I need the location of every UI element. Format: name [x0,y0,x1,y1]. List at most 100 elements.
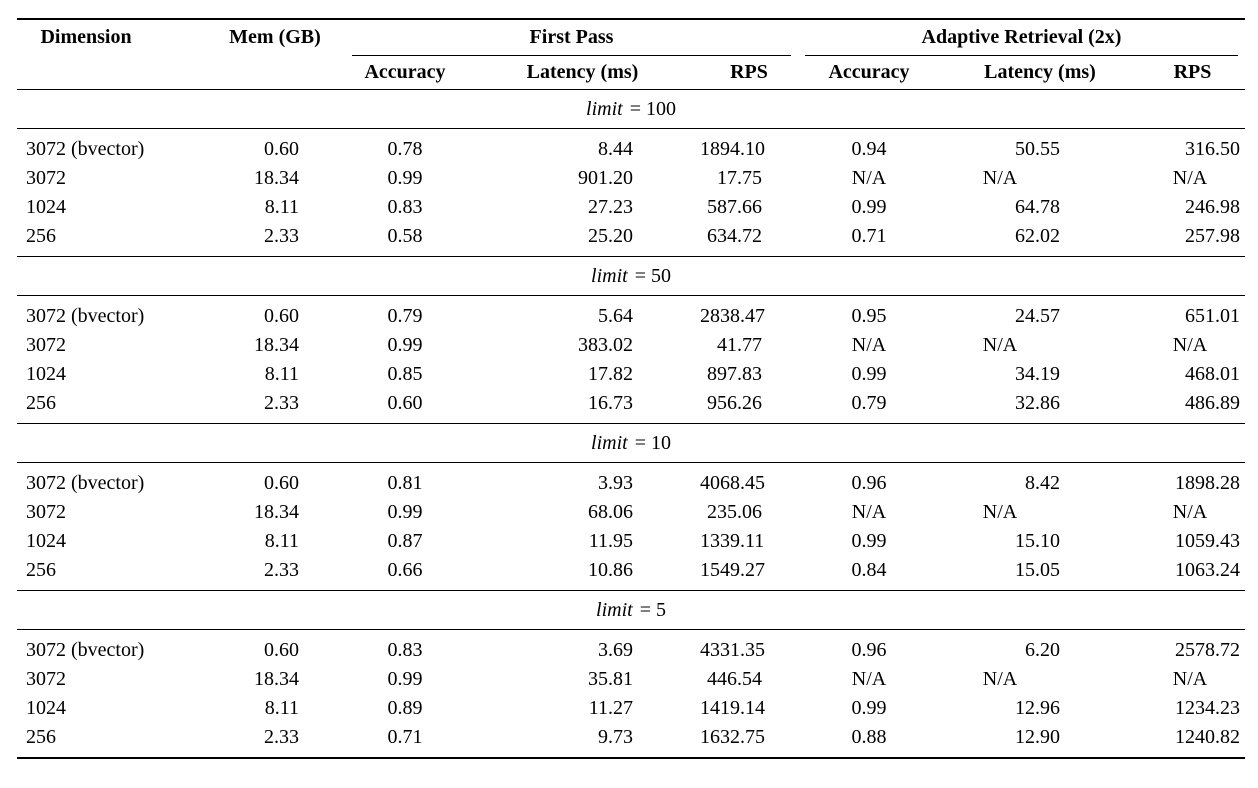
cell-value: 18.34 [254,167,299,189]
results-table: Dimension Mem (GB) First Pass Adaptive R… [17,18,1245,759]
section-limit-value: = 50 [634,264,671,287]
cell-value: N/A [1172,334,1208,356]
cell-value: N/A [851,501,887,523]
cell-value: 34.19 [1015,363,1060,385]
subheader-ar-rps: RPS [1173,61,1212,83]
cell-value: 0.99 [387,668,423,690]
cell-value: 651.01 [1185,305,1240,327]
table-row: 3072 (bvector) 0.60 0.81 3.93 4068.45 0.96 8.4… [17,469,1245,498]
section-limit-word: limit [586,97,623,120]
cell-value: 50.55 [1015,138,1060,160]
cell-value: 62.02 [1015,225,1060,247]
cell-value: 0.81 [387,472,423,494]
table-body: limit = 100 3072 (bvector) 0.60 0.78 8.44 1894… [17,90,1245,759]
cell-value: 1632.75 [700,726,765,748]
cell-value: N/A [851,668,887,690]
cell-value: 0.60 [264,138,299,160]
cell-value: 383.02 [578,334,633,356]
cell-value: 0.60 [264,305,299,327]
cell-value: N/A [982,167,1018,189]
cell-value: 2578.72 [1175,639,1240,661]
cell-value: 9.73 [598,726,633,748]
cell-dimension: 256 [26,392,56,414]
cell-value: 0.95 [851,305,887,327]
table-row: 256 2.33 0.58 25.20 634.72 0.71 62.02 257.98 [17,222,1245,251]
section-limit-100: limit = 100 [17,90,1245,128]
cell-value: 0.84 [851,559,887,581]
cell-dimension: 1024 [26,530,66,552]
subheader-ar-latency: Latency (ms) [984,61,1096,83]
table-row: 256 2.33 0.66 10.86 1549.27 0.84 15.05 1063.24 [17,556,1245,585]
cell-value: 2.33 [264,559,299,581]
cell-value: 0.87 [387,530,423,552]
cell-dimension: 256 [26,726,56,748]
cell-value: 64.78 [1015,196,1060,218]
cell-value: 587.66 [707,196,762,218]
cell-value: 246.98 [1185,196,1240,218]
section-limit-50: limit = 50 [17,257,1245,295]
cell-value: 0.78 [387,138,423,160]
cell-value: 0.99 [851,363,887,385]
cell-value: 15.10 [1015,530,1060,552]
cell-value: 3.69 [598,639,633,661]
cell-value: 1059.43 [1175,530,1240,552]
header-bottom-rule [17,89,1245,90]
cell-value: 634.72 [707,225,762,247]
section-top-rule [17,295,1245,296]
cell-value: 0.99 [387,334,423,356]
cell-value: 0.58 [387,225,423,247]
cell-value: 0.88 [851,726,887,748]
table-row: 1024 8.11 0.85 17.82 897.83 0.99 34.19 468.01 [17,360,1245,389]
cell-value: 17.82 [588,363,633,385]
cell-value: 18.34 [254,668,299,690]
cell-dimension: 3072 (bvector) [26,305,145,327]
table-row: 3072 18.34 0.99 35.81 446.54 N/A N/A N/A [17,665,1245,694]
cell-dimension: 3072 [26,334,66,356]
header-dimension: Dimension [40,26,132,48]
table-row: 3072 18.34 0.99 68.06 235.06 N/A N/A N/A [17,498,1245,527]
cell-value: 2.33 [264,392,299,414]
cell-dimension: 3072 (bvector) [26,138,145,160]
section-top-rule [17,128,1245,129]
cell-value: 1234.23 [1175,697,1240,719]
cell-value: 0.99 [851,697,887,719]
cell-value: 0.89 [387,697,423,719]
cell-dimension: 256 [26,225,56,247]
cell-value: 0.66 [387,559,423,581]
cell-value: N/A [1172,668,1208,690]
cell-value: 8.11 [264,196,299,218]
cell-value: 316.50 [1185,138,1240,160]
section-bottom-rule [17,256,1245,257]
cell-value: 956.26 [707,392,762,414]
table-row: 3072 (bvector) 0.60 0.83 3.69 4331.35 0.96 6.2… [17,636,1245,665]
section-limit-value: = 10 [634,431,671,454]
cell-dimension: 3072 (bvector) [26,639,145,661]
group-underline-row [17,54,1245,56]
cell-value: 10.86 [588,559,633,581]
group-header-adaptive-retrieval: Adaptive Retrieval (2x) [921,26,1122,48]
section-limit-word: limit [591,431,628,454]
cell-value: 901.20 [578,167,633,189]
cell-dimension: 3072 (bvector) [26,472,145,494]
cell-value: 12.96 [1015,697,1060,719]
cell-value: 41.77 [717,334,762,356]
cell-value: 18.34 [254,334,299,356]
cell-value: 2.33 [264,726,299,748]
cell-value: 0.71 [851,225,887,247]
section-limit-value: = 5 [639,598,666,621]
cell-value: 235.06 [707,501,762,523]
cell-value: 0.60 [264,639,299,661]
section-limit-5: limit = 5 [17,591,1245,629]
cell-value: 897.83 [707,363,762,385]
cell-value: 8.44 [598,138,633,160]
cell-value: 0.79 [387,305,423,327]
cell-value: 1898.28 [1175,472,1240,494]
cell-value: 16.73 [588,392,633,414]
cell-value: 4331.35 [700,639,765,661]
cell-value: 446.54 [707,668,762,690]
bottom-rule [17,757,1245,759]
table-row: 1024 8.11 0.89 11.27 1419.14 0.99 12.96 1234.23 [17,694,1245,723]
subheader-fp-rps: RPS [730,61,768,83]
table-row: 3072 (bvector) 0.60 0.79 5.64 2838.47 0.95 24.… [17,302,1245,331]
cell-value: 11.27 [588,697,633,719]
